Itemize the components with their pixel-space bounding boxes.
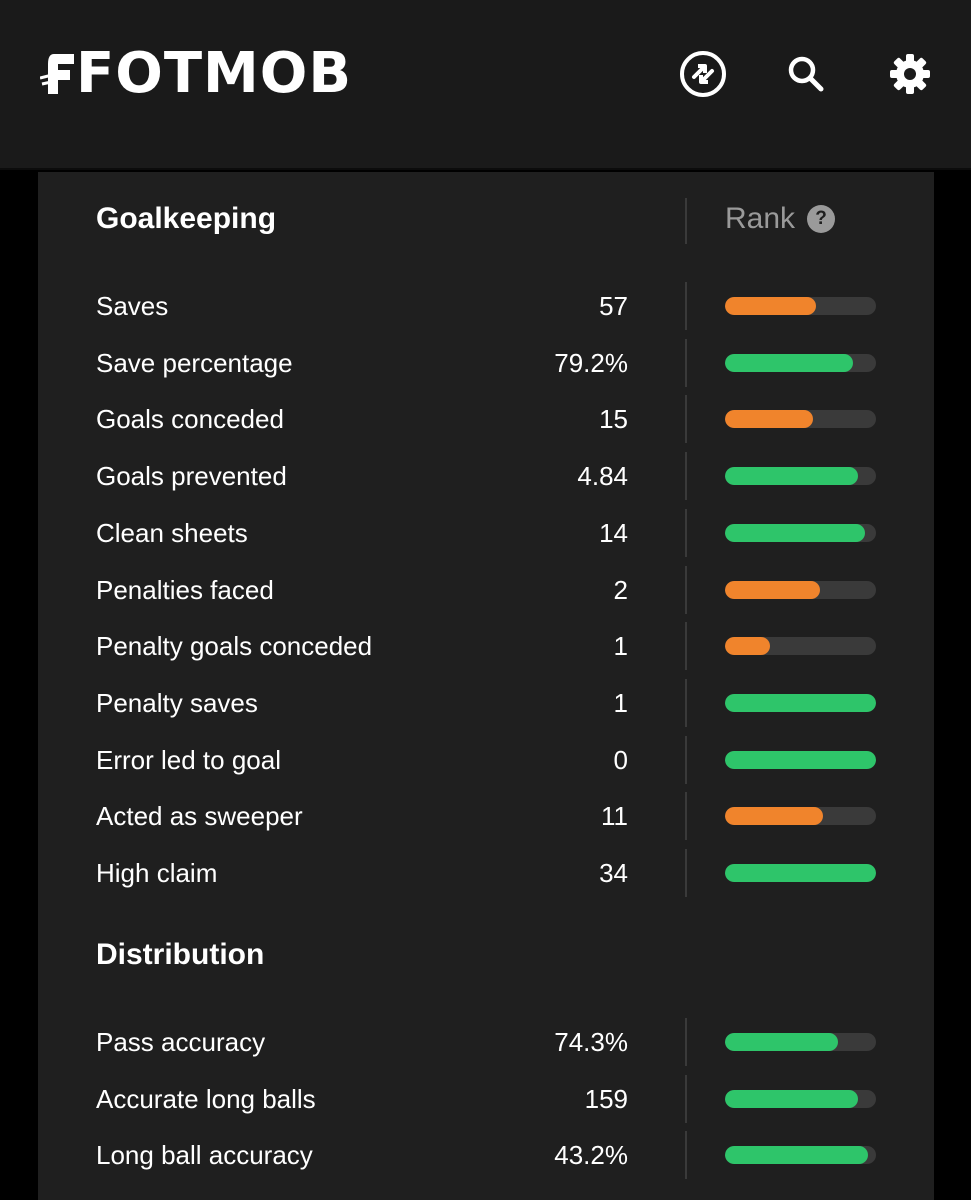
stat-label: Goals conceded [96, 404, 284, 435]
stat-label: Error led to goal [96, 744, 281, 775]
rank-bar [725, 580, 876, 599]
section-title-goalkeeping: Goalkeeping [96, 202, 277, 235]
stat-row[interactable]: Save percentage 79.2% [38, 335, 934, 391]
rank-bar-fill [725, 1089, 858, 1108]
rank-divider [685, 792, 687, 841]
rank-divider [685, 565, 687, 614]
rank-bar [725, 1146, 876, 1165]
stat-row[interactable]: Penalty goals conceded 1 [38, 618, 934, 674]
stat-row[interactable]: Penalty saves 1 [38, 675, 934, 731]
rank-divider [685, 338, 687, 387]
rank-bar-fill [725, 1033, 839, 1051]
rank-bar-fill [725, 410, 813, 429]
stat-value: 11 [601, 801, 628, 832]
rank-bar-fill [725, 297, 816, 315]
stat-value: 74.3% [554, 1027, 628, 1057]
help-icon[interactable]: ? [807, 205, 836, 233]
stat-row[interactable]: Saves 57 [38, 278, 934, 334]
stat-label: Long ball accuracy [96, 1140, 313, 1171]
rank-bar-fill [725, 807, 824, 826]
search-icon[interactable] [780, 48, 832, 100]
rank-divider [685, 735, 687, 784]
stat-row[interactable]: Penalties faced 2 [38, 562, 934, 618]
section-title-distribution: Distribution [96, 938, 265, 971]
fotmob-logo[interactable]: FOTMOB [39, 41, 353, 106]
stat-value: 1 [613, 631, 628, 662]
rank-bar [725, 864, 876, 882]
stat-row[interactable]: Error led to goal 0 [38, 732, 934, 788]
transfer-icon[interactable] [677, 48, 729, 100]
rank-bar [725, 1033, 876, 1051]
stat-label: Saves [96, 291, 169, 321]
rank-bar-fill [725, 693, 876, 712]
top-app-bar: FOTMOB [0, 0, 971, 170]
stat-row[interactable]: Acted as sweeper 11 [38, 788, 934, 844]
rank-divider [685, 282, 687, 330]
header-divider [685, 198, 687, 244]
stat-row[interactable]: Clean sheets 14 [38, 505, 934, 561]
stat-value: 14 [599, 517, 628, 548]
stat-label: Penalties faced [96, 574, 274, 605]
rank-bar-fill [725, 1146, 869, 1165]
logo-mark-icon [39, 48, 74, 100]
stat-value: 15 [599, 404, 628, 435]
stat-label: High claim [96, 858, 218, 888]
rank-bar-fill [725, 750, 876, 769]
rank-bar [725, 693, 876, 712]
rank-bar-fill [725, 580, 821, 599]
stat-value: 4.84 [577, 461, 628, 492]
rank-divider [685, 849, 687, 897]
rank-bar [725, 1089, 876, 1108]
stat-row[interactable]: Goals prevented 4.84 [38, 448, 934, 504]
stat-label: Acted as sweeper [96, 801, 303, 832]
rank-bar [725, 410, 876, 429]
stat-label: Accurate long balls [96, 1083, 316, 1114]
stat-value: 34 [599, 858, 628, 888]
stat-label: Goals prevented [96, 461, 287, 492]
rank-divider [685, 678, 687, 727]
stat-row[interactable]: High claim 34 [38, 845, 934, 901]
rank-bar [725, 637, 876, 656]
stat-row[interactable]: Long ball accuracy 43.2% [38, 1127, 934, 1183]
rank-bar [725, 353, 876, 372]
stat-row[interactable]: Pass accuracy 74.3% [38, 1014, 934, 1070]
gear-icon[interactable] [884, 48, 936, 100]
stat-row[interactable]: Goals conceded 15 [38, 391, 934, 447]
rank-divider [685, 508, 687, 557]
rank-bar [725, 750, 876, 769]
rank-divider [685, 1131, 687, 1180]
stat-value: 43.2% [554, 1140, 628, 1171]
stat-row[interactable]: Accurate long balls 159 [38, 1071, 934, 1127]
stat-value: 2 [613, 574, 628, 605]
stat-label: Save percentage [96, 347, 293, 378]
stat-value: 1 [613, 687, 628, 718]
rank-bar-fill [725, 523, 866, 542]
rank-bar [725, 297, 876, 315]
stat-value: 0 [613, 744, 628, 775]
stat-label: Clean sheets [96, 517, 248, 548]
rank-divider [685, 1018, 687, 1066]
stat-value: 159 [584, 1083, 628, 1114]
rank-bar-fill [725, 467, 858, 486]
rank-label: Rank [725, 202, 796, 235]
logo-text: FOTMOB [76, 41, 353, 106]
rank-divider [685, 452, 687, 501]
stat-value: 57 [599, 291, 628, 321]
stats-panel: Goalkeeping Rank ? Saves 57 Save percentag… [38, 172, 934, 1200]
rank-bar [725, 523, 876, 542]
rank-bar [725, 807, 876, 826]
stat-label: Penalty goals conceded [96, 631, 373, 662]
rank-divider [685, 1074, 687, 1123]
stat-value: 79.2% [554, 347, 628, 378]
rank-divider [685, 395, 687, 444]
rank-header: Rank ? [725, 202, 836, 236]
rank-bar-fill [725, 353, 854, 372]
rank-divider [685, 622, 687, 671]
rank-bar-fill [725, 864, 876, 882]
stat-label: Penalty saves [96, 687, 258, 718]
stat-label: Pass accuracy [96, 1027, 266, 1057]
rank-bar [725, 467, 876, 486]
rank-bar-fill [725, 637, 771, 656]
